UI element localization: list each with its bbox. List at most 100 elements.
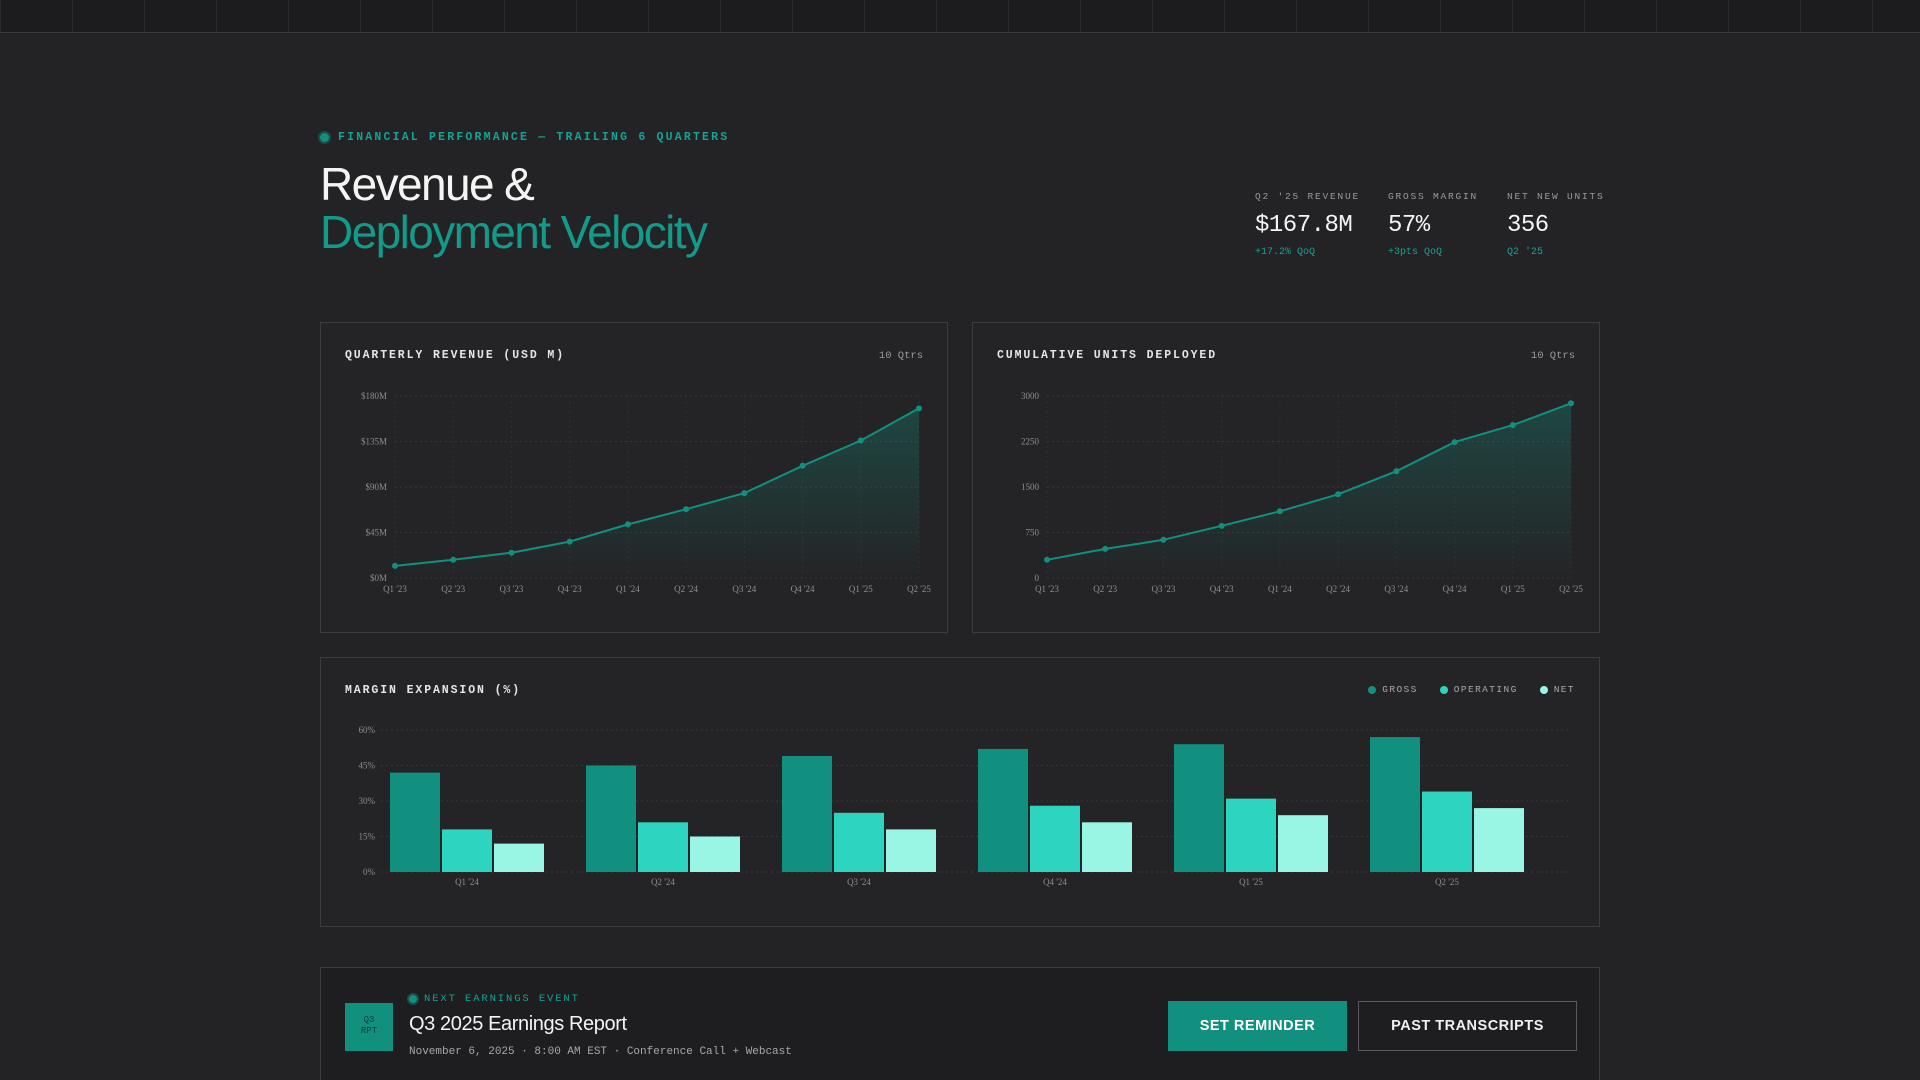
y-tick-label: $90M (365, 482, 387, 492)
bar-operating (1030, 805, 1080, 872)
series-area (395, 408, 919, 578)
kpi-delta: Q2 '25 (1507, 247, 1544, 258)
x-tick-label: Q1 '23 (383, 584, 407, 594)
x-tick-label: Q3 '24 (847, 877, 871, 887)
status-dot-icon (320, 133, 329, 142)
page-title: Revenue & Deployment Velocity (320, 158, 708, 258)
set-reminder-button[interactable]: SET REMINDER (1168, 1001, 1347, 1051)
data-point (1393, 468, 1400, 475)
kpi-strip: Q2 '25 REVENUE $167.8M +17.2% QoQ GROSS … (1255, 191, 1607, 258)
x-tick-label: Q1 '25 (849, 584, 873, 594)
x-tick-label: Q2 '24 (1326, 584, 1350, 594)
bar-net (1082, 822, 1132, 872)
legend-label: OPERATING (1453, 684, 1518, 695)
bar-gross (1174, 744, 1224, 872)
legend-label: GROSS (1382, 684, 1418, 695)
panel-title: CUMULATIVE UNITS DEPLOYED (997, 349, 1218, 362)
data-point (624, 521, 631, 528)
data-point (450, 556, 457, 563)
x-tick-label: Q4 '24 (1443, 584, 1467, 594)
bar-gross (586, 765, 636, 872)
eyebrow-text: FINANCIAL PERFORMANCE — TRAILING 6 QUART… (338, 131, 730, 144)
badge-line1: Q3 (363, 1015, 375, 1025)
series-area (1047, 403, 1571, 578)
data-point (1044, 556, 1050, 563)
report-badge: Q3 RPT (345, 1003, 393, 1051)
x-tick-label: Q4 '23 (1210, 584, 1234, 594)
legend-swatch-icon (1539, 685, 1548, 694)
y-tick-label: $45M (365, 528, 387, 538)
data-point (1102, 545, 1109, 552)
legend-item-gross: GROSS (1368, 684, 1418, 695)
kpi-label: GROSS MARGIN (1388, 191, 1479, 202)
y-tick-label: 15% (359, 832, 376, 842)
status-dot-icon (409, 995, 417, 1003)
bar-net (886, 829, 936, 872)
revenue-chart: $0M $45M $90M $135M $180M Q1 '23 Q2 '23 Q3 '23 Q… (361, 391, 931, 594)
x-tick-label: Q2 '23 (441, 584, 465, 594)
y-tick-label: 30% (359, 796, 376, 806)
x-tick-label: Q2 '24 (651, 877, 675, 887)
y-tick-label: 45% (359, 761, 376, 771)
page-title-line2: Deployment Velocity (320, 206, 708, 258)
earnings-event-card: Q3 RPT NEXT EARNINGS EVENT Q3 2025 Earni… (320, 967, 1600, 1080)
data-point (1218, 522, 1225, 529)
x-tick-label: Q1 '24 (1268, 584, 1292, 594)
y-tick-label: 3000 (1021, 391, 1040, 401)
bar-net (1474, 808, 1524, 872)
y-tick-label: 0 (1035, 573, 1040, 583)
panel-title: QUARTERLY REVENUE (USD M) (345, 349, 566, 362)
legend-swatch-icon (1439, 685, 1448, 694)
legend-item-net: NET (1539, 684, 1575, 695)
x-tick-label: Q4 '24 (1043, 877, 1067, 887)
x-tick-label: Q1 '23 (1035, 584, 1059, 594)
page-title-line1: Revenue & (320, 158, 535, 210)
panel-meta: 10 Qtrs (1530, 350, 1575, 362)
data-point (508, 549, 515, 556)
x-tick-label: Q4 '23 (558, 584, 582, 594)
past-transcripts-button[interactable]: PAST TRANSCRIPTS (1358, 1001, 1577, 1051)
x-tick-label: Q2 '25 (1559, 584, 1583, 594)
kpi-value: 356 (1507, 212, 1549, 239)
kpi-delta: +3pts QoQ (1388, 247, 1443, 258)
y-tick-label: 60% (359, 725, 376, 735)
y-tick-label: $0M (370, 573, 387, 583)
x-tick-label: Q1 '25 (1501, 584, 1525, 594)
bar-operating (1422, 791, 1472, 872)
kpi-value: $167.8M (1255, 212, 1353, 239)
data-point (683, 506, 690, 513)
revenue-chart-panel: $0M $45M $90M $135M $180M Q1 '23 Q2 '23 Q3 '23 Q… (320, 322, 948, 633)
bar-gross (782, 756, 832, 872)
x-tick-label: Q2 '25 (907, 584, 931, 594)
kpi-revenue: Q2 '25 REVENUE $167.8M +17.2% QoQ (1255, 191, 1388, 258)
data-point (1160, 536, 1167, 543)
event-title: Q3 2025 Earnings Report (409, 1013, 627, 1035)
kpi-label: Q2 '25 REVENUE (1255, 191, 1361, 202)
x-tick-label: Q1 '24 (455, 877, 479, 887)
data-point (857, 437, 864, 444)
x-tick-label: Q4 '24 (791, 584, 815, 594)
series-line (1046, 402, 1572, 561)
kpi-value: 57% (1388, 212, 1430, 239)
x-tick-label: Q1 '25 (1239, 877, 1263, 887)
bar-net (690, 836, 740, 872)
bar-operating (638, 822, 688, 872)
x-tick-label: Q3 '23 (500, 584, 524, 594)
bar-gross (390, 772, 440, 872)
kpi-label: NET NEW UNITS (1507, 191, 1605, 202)
y-tick-label: 1500 (1021, 482, 1040, 492)
legend-item-operating: OPERATING (1439, 684, 1518, 695)
event-eyebrow: NEXT EARNINGS EVENT (409, 993, 580, 1005)
data-point (799, 462, 806, 469)
data-point (741, 490, 748, 497)
bar-operating (834, 812, 884, 872)
units-chart-panel: 0 750 1500 2250 3000 Q1 '23 Q2 '23 Q3 '23 Q4 '23… (972, 322, 1600, 633)
kpi-gross-margin: GROSS MARGIN 57% +3pts QoQ (1388, 191, 1507, 258)
x-tick-label: Q3 '24 (1384, 584, 1408, 594)
x-tick-label: Q2 '24 (674, 584, 698, 594)
bar-net (494, 843, 544, 872)
bar-operating (442, 829, 492, 872)
data-point (392, 562, 398, 569)
data-point (1451, 439, 1458, 446)
x-tick-label: Q3 '24 (732, 584, 756, 594)
